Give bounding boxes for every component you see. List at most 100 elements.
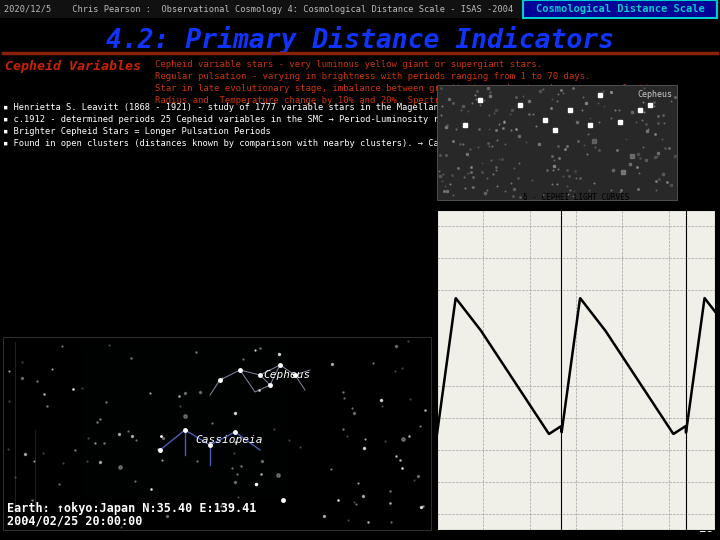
Text: ⮞: ⮞ (438, 200, 444, 210)
Bar (83, 372, 283, 374)
Bar (83, 368, 283, 370)
Bar (83, 366, 283, 368)
Bar (83, 386, 283, 388)
Bar (83, 414, 283, 416)
Bar (3, 337, 431, 530)
Bar (83, 346, 283, 348)
Bar (83, 354, 283, 356)
Bar (83, 428, 283, 430)
Text: Radius and  Temperature change by 10% and 20%. Spectral type from F-G: Radius and Temperature change by 10% and… (155, 96, 526, 105)
Bar (83, 420, 283, 422)
Text: Star in late evolutionary stage, imbalance between gravitation and outward press: Star in late evolutionary stage, imbalan… (155, 84, 660, 93)
Bar (83, 482, 283, 484)
Bar (83, 436, 283, 438)
Bar (83, 418, 283, 420)
Bar (83, 380, 283, 382)
Bar (83, 384, 283, 386)
Bar (83, 486, 283, 488)
Bar (83, 362, 283, 364)
Text: 2004/02/25 20:00:00: 2004/02/25 20:00:00 (7, 515, 143, 528)
Bar (83, 456, 283, 458)
Bar (83, 374, 283, 376)
Bar (83, 396, 283, 398)
Bar (83, 480, 283, 482)
Bar (83, 422, 283, 424)
Text: Cepheid Variables: Cepheid Variables (5, 60, 141, 73)
Text: 4.2: Primary Distance Indicators: 4.2: Primary Distance Indicators (106, 26, 614, 54)
Bar (83, 444, 283, 446)
Bar (83, 464, 283, 466)
Bar (83, 470, 283, 472)
Text: δ - CEPHEI LIGHT CURVES: δ - CEPHEI LIGHT CURVES (523, 193, 629, 202)
Text: ▪ Found in open clusters (distances known by comparison with nearby clusters). →: ▪ Found in open clusters (distances know… (3, 139, 649, 148)
Text: ▪ Brighter Cepheid Stars = Longer Pulsation Periods: ▪ Brighter Cepheid Stars = Longer Pulsat… (3, 127, 271, 136)
Bar (83, 390, 283, 392)
Text: Cepheid variable stars - very luminous yellow giant or supergiant stars.: Cepheid variable stars - very luminous y… (155, 60, 542, 69)
Bar (83, 358, 283, 360)
Bar (83, 440, 283, 442)
Bar (523, 0, 717, 18)
Bar (83, 410, 283, 412)
Bar (83, 450, 283, 452)
Bar (83, 370, 283, 372)
Text: Earth: ↑okyo:Japan N:35.40 E:139.41: Earth: ↑okyo:Japan N:35.40 E:139.41 (7, 502, 256, 515)
Bar (83, 364, 283, 366)
Bar (83, 478, 283, 480)
Bar (83, 376, 283, 378)
Bar (83, 434, 283, 436)
Bar (83, 446, 283, 448)
Bar (83, 492, 283, 494)
Bar (83, 476, 283, 478)
Bar (83, 352, 283, 354)
Text: Cepheus: Cepheus (637, 90, 672, 99)
Bar (83, 382, 283, 384)
Bar (83, 462, 283, 464)
Bar (83, 484, 283, 486)
Bar (83, 392, 283, 394)
Text: Cosmological Distance Scale: Cosmological Distance Scale (536, 4, 704, 14)
Bar (83, 394, 283, 396)
Text: Regular pulsation - varying in brightness with periods ranging from 1 to 70 days: Regular pulsation - varying in brightnes… (155, 72, 590, 81)
Text: ▪ Henrietta S. Leavitt (1868 - 1921) - study of 1777 variable stars in the Magel: ▪ Henrietta S. Leavitt (1868 - 1921) - s… (3, 103, 491, 112)
Text: 16: 16 (697, 521, 714, 535)
Bar (83, 432, 283, 434)
Bar (83, 424, 283, 426)
Bar (83, 388, 283, 390)
Bar (83, 402, 283, 404)
Bar (83, 400, 283, 402)
Bar (0, 0, 720, 18)
Bar (83, 466, 283, 468)
Bar (83, 448, 283, 450)
Text: Cassiopeia: Cassiopeia (195, 435, 263, 445)
Bar (83, 458, 283, 460)
Bar (83, 430, 283, 432)
Bar (83, 360, 283, 362)
Bar (83, 356, 283, 358)
Bar (83, 490, 283, 492)
Text: Cepheus: Cepheus (263, 370, 310, 380)
Bar (83, 460, 283, 462)
Bar (83, 416, 283, 418)
Bar (83, 496, 283, 498)
Bar (83, 474, 283, 476)
Bar (83, 488, 283, 490)
Bar (83, 426, 283, 428)
Text: 2020/12/5    Chris Pearson :  Observational Cosmology 4: Cosmological Distance S: 2020/12/5 Chris Pearson : Observational … (4, 4, 513, 14)
Bar (83, 452, 283, 454)
Bar (83, 494, 283, 496)
Bar (83, 398, 283, 400)
Bar (83, 472, 283, 474)
Bar (83, 498, 283, 500)
Bar (83, 454, 283, 456)
Bar (83, 442, 283, 444)
Bar (83, 350, 283, 352)
Bar (83, 348, 283, 350)
Text: ▪ c.1912 - determined periods 25 Cepheid variables in the SMC → Period-Luminosit: ▪ c.1912 - determined periods 25 Cepheid… (3, 115, 475, 124)
Bar (83, 438, 283, 440)
Bar (437, 85, 677, 200)
Bar (83, 468, 283, 470)
Bar (83, 404, 283, 406)
Bar (83, 378, 283, 380)
Bar (83, 406, 283, 408)
Bar (83, 408, 283, 410)
